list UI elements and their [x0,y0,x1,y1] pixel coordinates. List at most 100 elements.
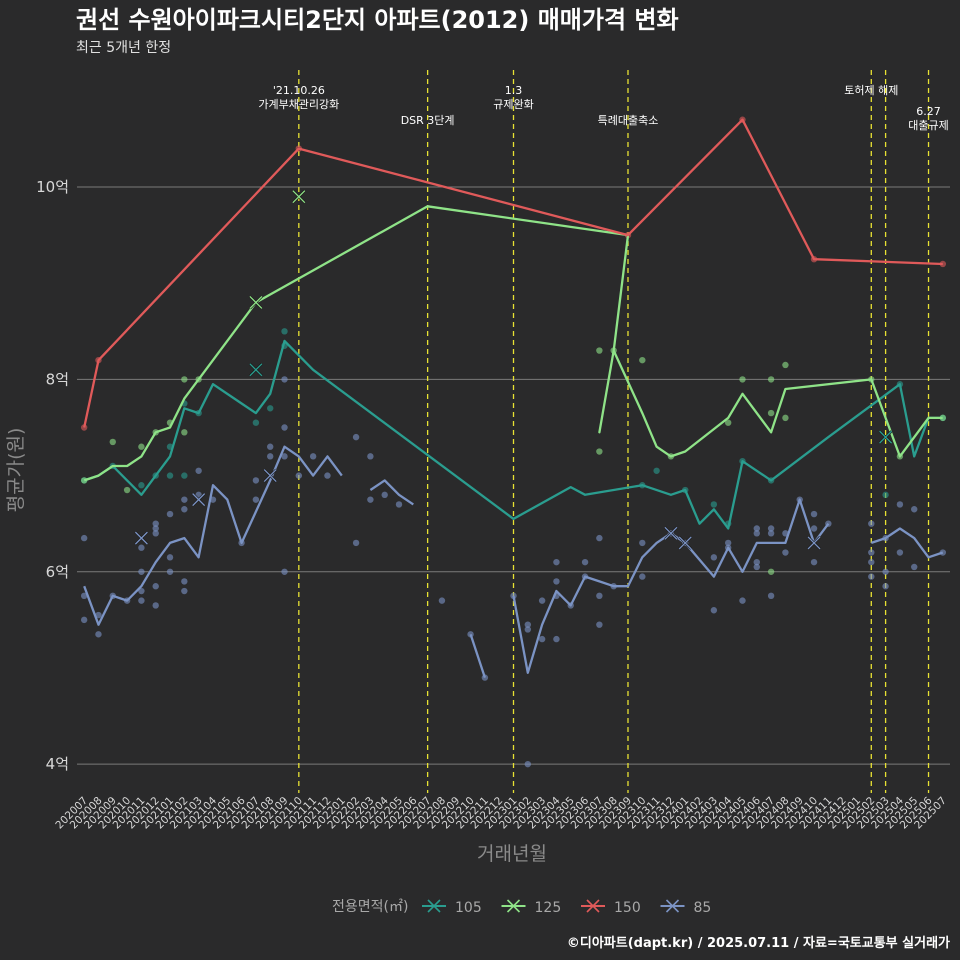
data-point-85 [281,568,288,575]
x-marker-85 [678,536,693,550]
event-label: 가계부채관리강화 [258,98,339,111]
data-point-105 [181,472,188,479]
data-point-85 [911,563,918,571]
data-point-85 [753,563,760,571]
x-marker-85 [191,492,206,507]
data-point-85 [95,631,102,638]
x-marker-stroke [263,469,277,483]
data-point-85 [152,525,159,532]
data-point-85 [166,554,174,561]
legend-swatch-x [427,899,441,913]
data-point-125 [181,376,188,383]
data-point-85 [309,453,317,460]
legend-item-150: 150 [581,899,641,916]
data-point-85 [324,472,331,479]
x-tick-labels: 2020072020082020092020102020112020122021… [53,794,949,831]
y-tick-label: 10억 [36,178,69,196]
data-point-85 [553,558,560,566]
data-point-85 [896,549,904,556]
data-point-85 [138,597,145,604]
data-point-105 [882,491,889,499]
data-point-105 [267,405,274,412]
data-point-105 [281,328,288,335]
x-marker-125 [249,295,263,310]
data-point-85 [868,573,875,580]
data-point-85 [281,424,288,431]
data-point-85 [538,635,546,643]
x-marker-stroke [678,536,692,550]
data-point-85 [80,534,88,542]
data-point-85 [724,539,732,547]
data-point-125 [782,361,789,369]
event-label: 6.27 [916,105,941,118]
data-point-150 [939,260,947,268]
data-point-85 [166,568,174,575]
data-point-125 [639,356,646,364]
y-tick-labels: 4억 6억 8억 10억 [36,178,69,773]
data-point-125 [109,438,116,446]
data-point-85 [639,539,646,547]
data-point-85 [868,558,875,566]
legend-label: 125 [535,900,562,916]
data-point-125 [138,443,145,450]
data-point-85 [438,597,446,604]
data-point-85 [710,554,718,561]
data-point-85 [267,453,274,460]
data-point-105 [252,419,260,426]
data-point-85 [524,760,532,768]
data-point-85 [767,592,775,600]
data-point-85 [753,558,760,566]
data-point-125 [596,448,603,455]
data-point-85 [782,549,789,556]
source-caption: ©디아파트(dapt.kr) / 2025.07.11 / 자료=국토교통부 실… [567,935,950,951]
x-marker-125 [291,189,306,204]
legend-swatch-x [586,899,600,913]
data-point-85 [810,558,818,566]
y-tick-label: 8억 [46,370,69,388]
event-label: DSR 3단계 [401,114,455,127]
data-point-85 [352,539,360,547]
data-point-85 [181,578,188,585]
data-point-150 [80,424,88,431]
x-marker-85 [263,468,278,483]
data-point-85 [252,496,260,503]
data-point-85 [395,501,403,508]
event-label: 규제완화 [493,98,533,111]
data-point-125 [724,419,732,426]
data-point-85 [868,549,875,556]
x-marker-85 [664,526,678,541]
data-point-85 [267,443,274,450]
data-point-85 [295,472,303,479]
data-point-125 [767,568,775,575]
legend-label: 150 [614,900,641,916]
data-point-125 [782,414,789,422]
x-marker-stroke [192,493,206,507]
series-line-85 [469,633,486,678]
data-point-85 [152,583,159,590]
series-line-125 [83,205,943,482]
data-point-85 [524,626,532,633]
data-point-85 [181,587,188,595]
legend-swatch-x [665,899,680,913]
data-point-125 [596,347,603,354]
data-point-85 [753,530,760,537]
data-point-85 [753,525,760,532]
y-tick-label: 4억 [46,755,69,773]
data-point-85 [911,506,918,513]
x-marker-85 [134,531,149,545]
legend-title: 전용면적(㎡) [332,899,408,915]
data-point-85 [524,621,532,628]
data-point-85 [868,520,875,527]
data-point-85 [95,611,102,619]
data-point-85 [352,433,360,441]
data-point-105 [653,467,660,474]
data-point-85 [767,530,775,537]
data-point-85 [581,558,589,566]
event-label: 토허제 해제 [844,83,898,97]
data-point-85 [710,607,718,614]
event-label: 대출규제 [908,119,948,132]
series-line-85 [512,498,830,674]
data-point-85 [80,616,88,624]
x-marker-85 [807,536,821,550]
